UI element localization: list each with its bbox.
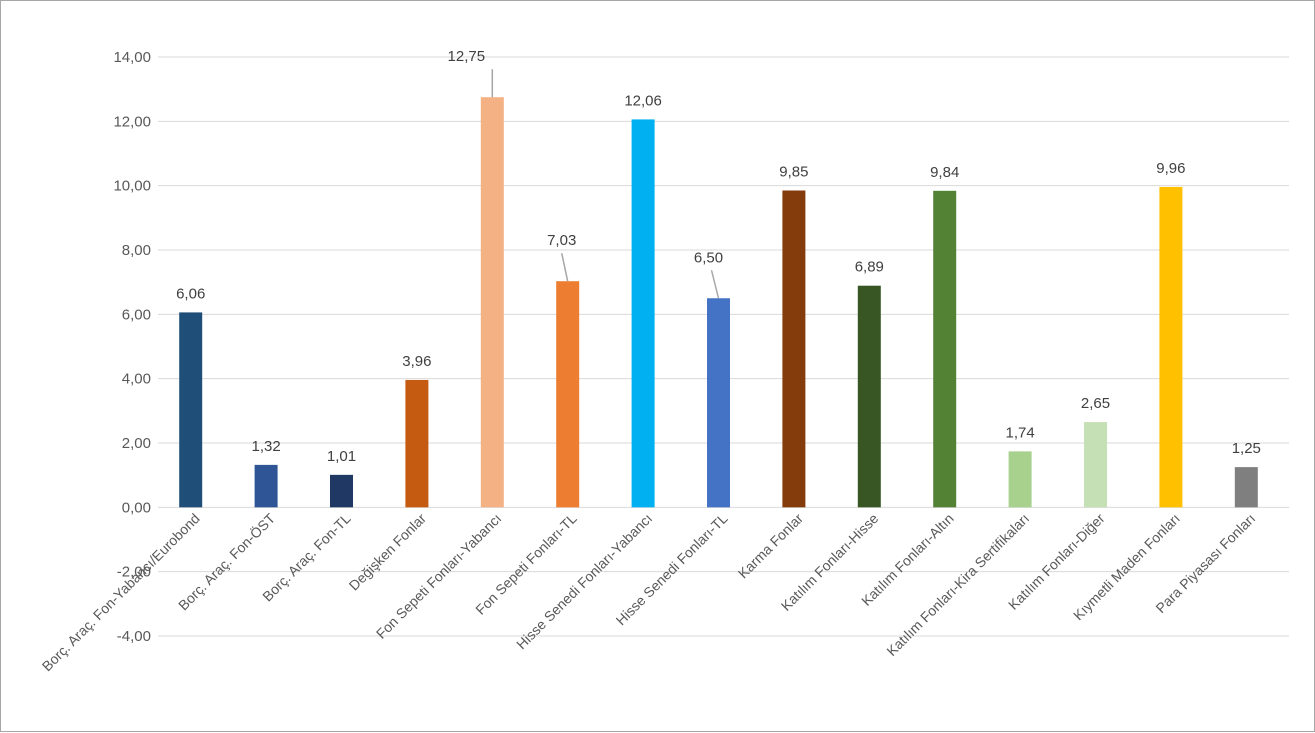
bar (1234, 467, 1258, 508)
y-tick-label: 8,00 (122, 242, 151, 259)
data-label: 9,84 (930, 164, 959, 181)
bar (405, 379, 429, 508)
x-tick-label: Katılım Fonları-Kira Sertifikaları (883, 510, 1032, 659)
data-label: 7,03 (547, 232, 576, 249)
data-label: 12,75 (448, 48, 486, 65)
data-label: 9,96 (1156, 160, 1185, 177)
bar (933, 190, 957, 508)
data-label-leader-line (710, 270, 720, 299)
data-label: 9,85 (779, 163, 808, 180)
x-tick-label: Değişken Fonlar (346, 510, 430, 594)
bar (1008, 451, 1032, 508)
x-tick-label: Karma Fonlar (735, 510, 807, 582)
y-tick-label: 12,00 (113, 113, 151, 130)
bars (179, 97, 1258, 508)
bar (1159, 186, 1183, 508)
data-label: 12,06 (624, 92, 662, 109)
bar (857, 285, 881, 508)
data-label: 6,50 (694, 249, 723, 266)
x-tick-label: Hisse Senedi Fonları-Yabancı (513, 510, 655, 652)
bar (330, 474, 353, 508)
y-tick-label: 14,00 (113, 49, 151, 66)
bar (254, 464, 278, 508)
data-labels: 6,06 1,32 1,01 3,96 12,75 7,03 12,06 6,50 9,85 6,… (176, 48, 1261, 465)
bar (556, 281, 580, 508)
y-tick-label: -2,00 (117, 564, 151, 581)
data-label-leader-line (560, 253, 569, 282)
y-tick-label: -4,00 (117, 628, 151, 645)
x-tick-label: Fon Sepeti Fonları-Yabancı (373, 510, 505, 642)
x-tick-label: Borç. Araç. Fon-Yabancı/Eurobond (39, 510, 203, 674)
data-label: 2,65 (1081, 395, 1110, 412)
data-label: 1,74 (1005, 424, 1034, 441)
y-tick-label: 2,00 (122, 435, 151, 452)
bar (179, 312, 203, 508)
y-tick-label: 10,00 (113, 178, 151, 195)
y-axis-ticks: -4,00 -2,00 0,00 2,00 4,00 6,00 8,00 10,00 12,00… (113, 49, 151, 645)
bar (631, 119, 655, 508)
y-tick-label: 4,00 (122, 371, 151, 388)
data-label: 6,89 (855, 259, 884, 276)
y-tick-label: 0,00 (122, 499, 151, 516)
data-label: 1,32 (251, 438, 280, 455)
bar (782, 190, 806, 508)
data-label: 1,01 (327, 448, 356, 465)
data-label: 6,06 (176, 285, 205, 302)
data-label: 3,96 (402, 353, 431, 370)
y-tick-label: 6,00 (122, 306, 151, 323)
bar (480, 97, 504, 508)
bar (707, 298, 730, 508)
bar (1084, 422, 1107, 508)
data-label: 1,25 (1232, 440, 1261, 457)
